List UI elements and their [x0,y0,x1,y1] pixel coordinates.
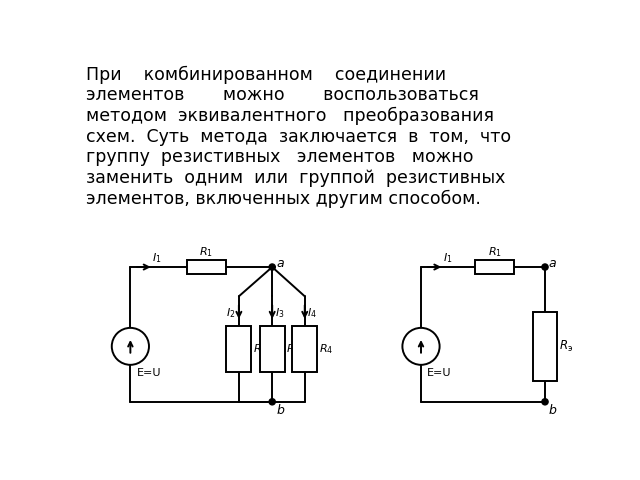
Text: $I_4$: $I_4$ [307,306,317,320]
Text: $R_2$: $R_2$ [253,342,267,356]
Circle shape [112,328,149,365]
Text: элементов       можно       воспользоваться: элементов можно воспользоваться [86,86,479,104]
Circle shape [403,328,440,365]
Text: При    комбинированном    соединении: При комбинированном соединении [86,65,446,84]
Text: $R_1$: $R_1$ [488,245,502,259]
Text: $R_3$: $R_3$ [286,342,300,356]
Text: элементов, включенных другим способом.: элементов, включенных другим способом. [86,190,481,208]
Bar [292,325,317,372]
Bar [476,260,514,274]
Circle shape [269,399,275,405]
Bar [227,325,252,372]
Circle shape [542,264,548,270]
Text: заменить  одним  или  группой  резистивных: заменить одним или группой резистивных [86,169,506,187]
Text: $I_1$: $I_1$ [152,251,161,265]
Text: b: b [276,404,284,417]
Text: E=U: E=U [136,368,161,378]
Bar [532,312,557,381]
Text: a: a [276,257,284,270]
Text: схем.  Суть  метода  заключается  в  том,  что: схем. Суть метода заключается в том, что [86,128,511,145]
Bar [187,260,226,274]
Text: E=U: E=U [428,368,452,378]
Text: b: b [549,404,557,417]
Bar [260,325,285,372]
Text: $R_1$: $R_1$ [199,245,213,259]
Text: $I_1$: $I_1$ [443,251,452,265]
Text: группу  резистивных   элементов   можно: группу резистивных элементов можно [86,148,474,167]
Circle shape [542,399,548,405]
Text: a: a [549,257,557,270]
Text: $R_4$: $R_4$ [319,342,333,356]
Text: $I_2$: $I_2$ [225,306,235,320]
Circle shape [269,264,275,270]
Text: $R_\mathsf{э}$: $R_\mathsf{э}$ [559,339,573,354]
Text: $I_3$: $I_3$ [275,306,284,320]
Text: методом  эквивалентного   преобразования: методом эквивалентного преобразования [86,107,494,125]
